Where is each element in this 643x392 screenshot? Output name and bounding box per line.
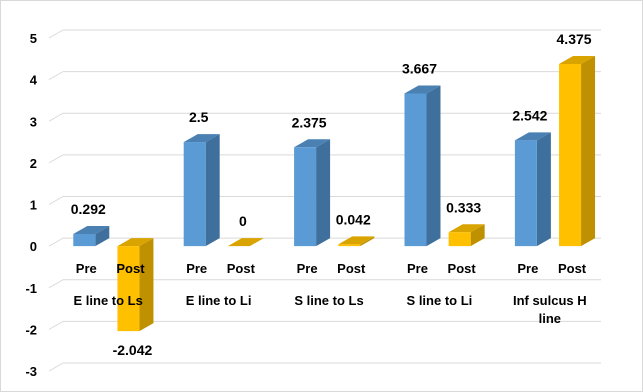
bar-top-pre: [404, 85, 441, 94]
category-label: Pre: [76, 261, 97, 276]
category-label: Pre: [186, 261, 207, 276]
bar-post: [338, 244, 361, 247]
bar-side-pre: [205, 134, 220, 247]
data-label: 2.542: [512, 107, 547, 123]
category-label: Pre: [517, 261, 538, 276]
gridline-depth: [48, 196, 64, 205]
bar-side-post: [470, 224, 485, 247]
bar-side-post: [139, 238, 154, 332]
bar-post: [117, 246, 140, 332]
category-label: Post: [227, 261, 256, 276]
data-label: 0: [239, 213, 247, 229]
bar-top-post: [338, 236, 375, 245]
y-tick-label: -3: [25, 364, 37, 379]
bar-side-pre: [95, 225, 110, 247]
group-label: S line to Ls: [294, 293, 363, 308]
gridline-depth: [48, 154, 64, 164]
y-tick-label: 4: [30, 73, 38, 88]
data-label: 3.667: [402, 60, 437, 76]
bar-top-pre: [183, 134, 220, 143]
group-label: S line to Li: [407, 293, 473, 308]
data-label: -2.042: [113, 342, 153, 358]
gridline-depth: [48, 112, 64, 122]
bar-side-pre: [426, 85, 441, 247]
gridline-depth: [48, 362, 64, 372]
bar-side-pre: [316, 139, 331, 247]
y-tick-label: 2: [30, 156, 37, 171]
bar-side-post: [360, 236, 375, 247]
bar-top-post: [559, 56, 596, 65]
data-label: 0.042: [336, 211, 371, 227]
data-label: 4.375: [557, 31, 592, 47]
bar-side-pre: [536, 132, 551, 247]
bar-post: [559, 64, 582, 247]
bar-top-post: [227, 238, 264, 247]
gridline-depth: [48, 320, 64, 330]
category-label: Post: [116, 261, 145, 276]
bar-pre: [514, 140, 537, 247]
bar-top-post: [448, 224, 485, 233]
gridline-depth: [48, 71, 64, 81]
bar-pre: [73, 233, 96, 247]
bar-top-pre: [294, 139, 331, 148]
bar-top-pre: [73, 225, 110, 234]
y-tick-label: 3: [30, 114, 37, 129]
category-label: Post: [448, 261, 477, 276]
y-tick-label: 1: [30, 198, 37, 213]
bar-side-post: [581, 56, 596, 247]
bar-top-post: [117, 238, 154, 247]
y-tick-label: -2: [25, 322, 37, 337]
gridline-depth: [48, 237, 64, 247]
y-tick-label: 0: [30, 239, 37, 254]
data-label: 2.375: [292, 114, 327, 130]
bar-pre: [294, 147, 317, 247]
data-label: 0.333: [446, 199, 481, 215]
data-label: 2.5: [189, 109, 209, 125]
group-label: E line to Li: [186, 293, 252, 308]
group-label: Inf sulcus H: [513, 293, 587, 308]
gridline-depth: [48, 29, 64, 39]
bar-top-pre: [514, 132, 551, 141]
bar-pre: [183, 142, 206, 247]
category-label: Pre: [297, 261, 318, 276]
gridline-depth: [48, 279, 64, 289]
bar-post: [448, 232, 471, 247]
group-label: line: [539, 311, 561, 326]
group-label: E line to Ls: [74, 293, 143, 308]
data-label: 0.292: [71, 201, 106, 217]
y-tick-label: 5: [30, 31, 37, 46]
category-label: Pre: [407, 261, 428, 276]
y-tick-label: -1: [25, 281, 37, 296]
category-label: Post: [558, 261, 587, 276]
bar-pre: [404, 93, 427, 247]
category-label: Post: [337, 261, 366, 276]
